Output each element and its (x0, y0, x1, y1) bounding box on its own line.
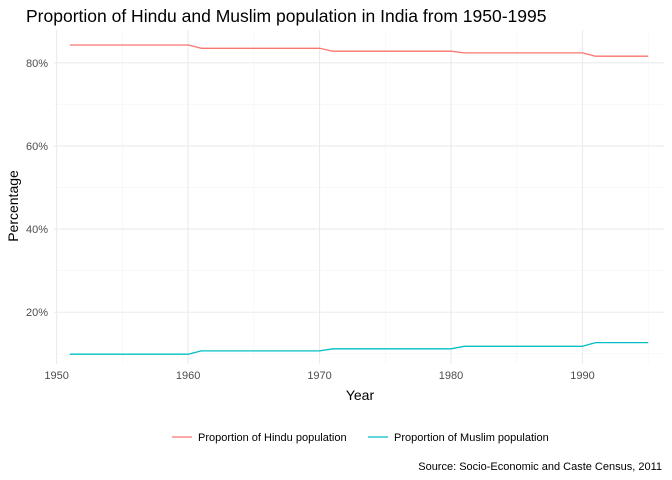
x-tick-label: 1960 (176, 370, 200, 382)
legend: Proportion of Hindu population Proportion… (172, 432, 549, 444)
legend-label-muslim: Proportion of Muslim population (394, 432, 549, 444)
y-tick-label: 80% (26, 58, 48, 70)
x-tick-label: 1970 (307, 370, 331, 382)
plot-area: 1950 1960 1970 1980 1990 20% 40% 60% 80% (26, 30, 664, 382)
caption: Source: Socio-Economic and Caste Census,… (418, 461, 662, 473)
x-axis-title: Year (346, 387, 375, 403)
x-tick-label: 1950 (44, 370, 68, 382)
x-tick-label: 1990 (570, 370, 594, 382)
chart-title: Proportion of Hindu and Muslim populatio… (26, 6, 546, 26)
series-line-muslim (69, 341, 649, 355)
y-tick-label: 60% (26, 141, 48, 153)
x-tick-label: 1980 (439, 370, 463, 382)
y-tick-label: 20% (26, 307, 48, 319)
series-line-hindu (69, 44, 649, 57)
legend-label-hindu: Proportion of Hindu population (198, 432, 347, 444)
y-tick-label: 40% (26, 224, 48, 236)
y-axis-title: Percentage (5, 170, 21, 242)
